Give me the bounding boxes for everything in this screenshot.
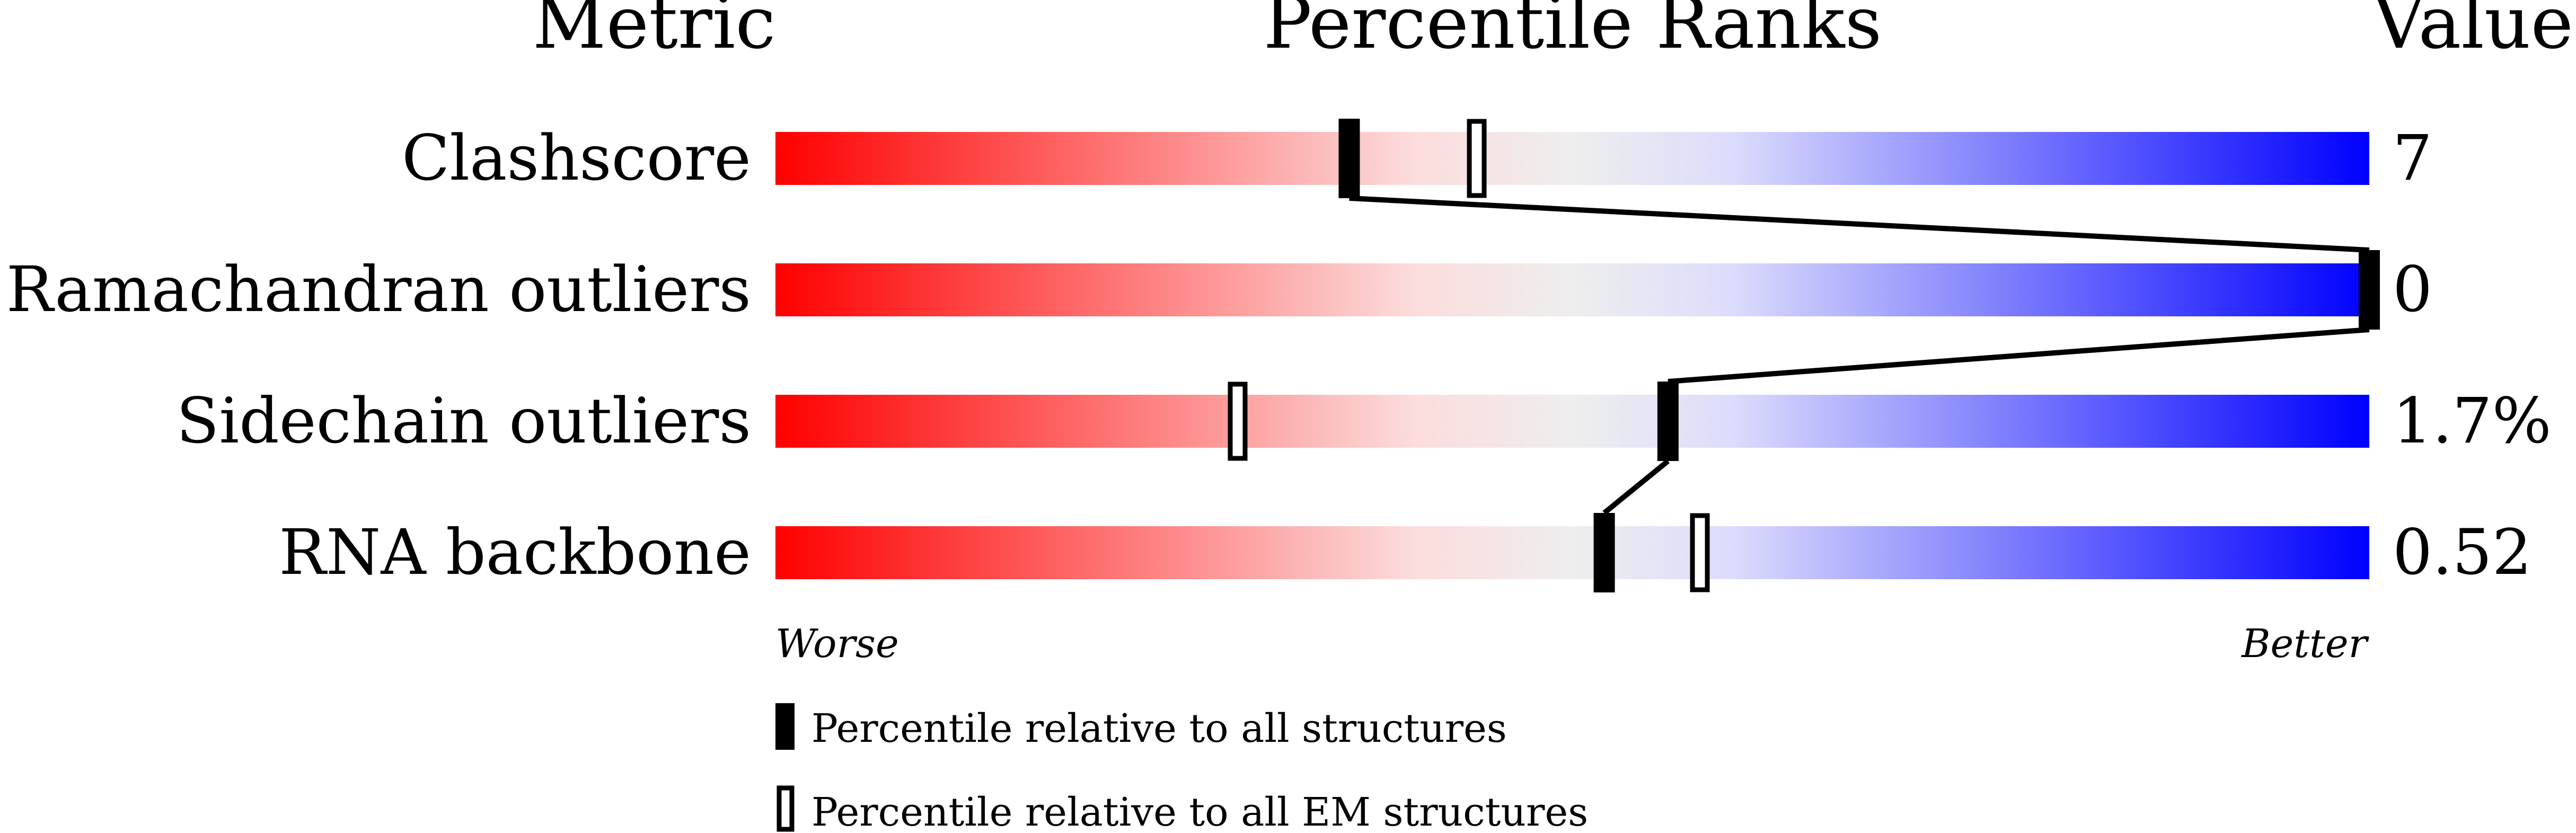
metric-label: Clashscore (402, 121, 751, 194)
connector-lines (1349, 196, 2370, 515)
better-label: Better (2240, 621, 2369, 667)
connector-line (1602, 459, 1670, 515)
percentile-bar (775, 526, 2369, 579)
legend-all-structures: Percentile relative to all structures (811, 706, 1507, 751)
connector-line (1349, 196, 2370, 253)
metric-label: Ramachandran outliers (6, 253, 751, 326)
connector-line (1668, 327, 2370, 384)
worse-label: Worse (775, 621, 899, 667)
metric-label: Sidechain outliers (177, 384, 751, 457)
all-percentile-marker (1657, 382, 1679, 461)
metric-value: 1.7% (2393, 384, 2552, 457)
percentile-bar (775, 132, 2369, 185)
metric-value: 0.52 (2393, 516, 2532, 589)
metric-value: 0 (2393, 253, 2432, 326)
percentile-bar (775, 395, 2369, 448)
header-value: Value (2372, 0, 2573, 65)
all-percentile-marker (1593, 513, 1615, 592)
all-percentile-marker (2359, 250, 2380, 330)
all-percentile-marker (1338, 119, 1360, 198)
legend-em-structures: Percentile relative to all EM structures (811, 790, 1588, 833)
header-percentile-ranks: Percentile Ranks (1264, 0, 1882, 65)
em-percentile-marker (1228, 382, 1248, 461)
legend-open-marker (777, 785, 795, 832)
em-percentile-marker (1690, 513, 1710, 592)
header-metric: Metric (532, 0, 775, 65)
em-percentile-marker (1467, 119, 1487, 198)
metric-value: 7 (2393, 121, 2432, 194)
legend-filled-marker (775, 703, 795, 750)
percentile-bar (775, 263, 2369, 316)
metric-label: RNA backbone (279, 516, 751, 589)
